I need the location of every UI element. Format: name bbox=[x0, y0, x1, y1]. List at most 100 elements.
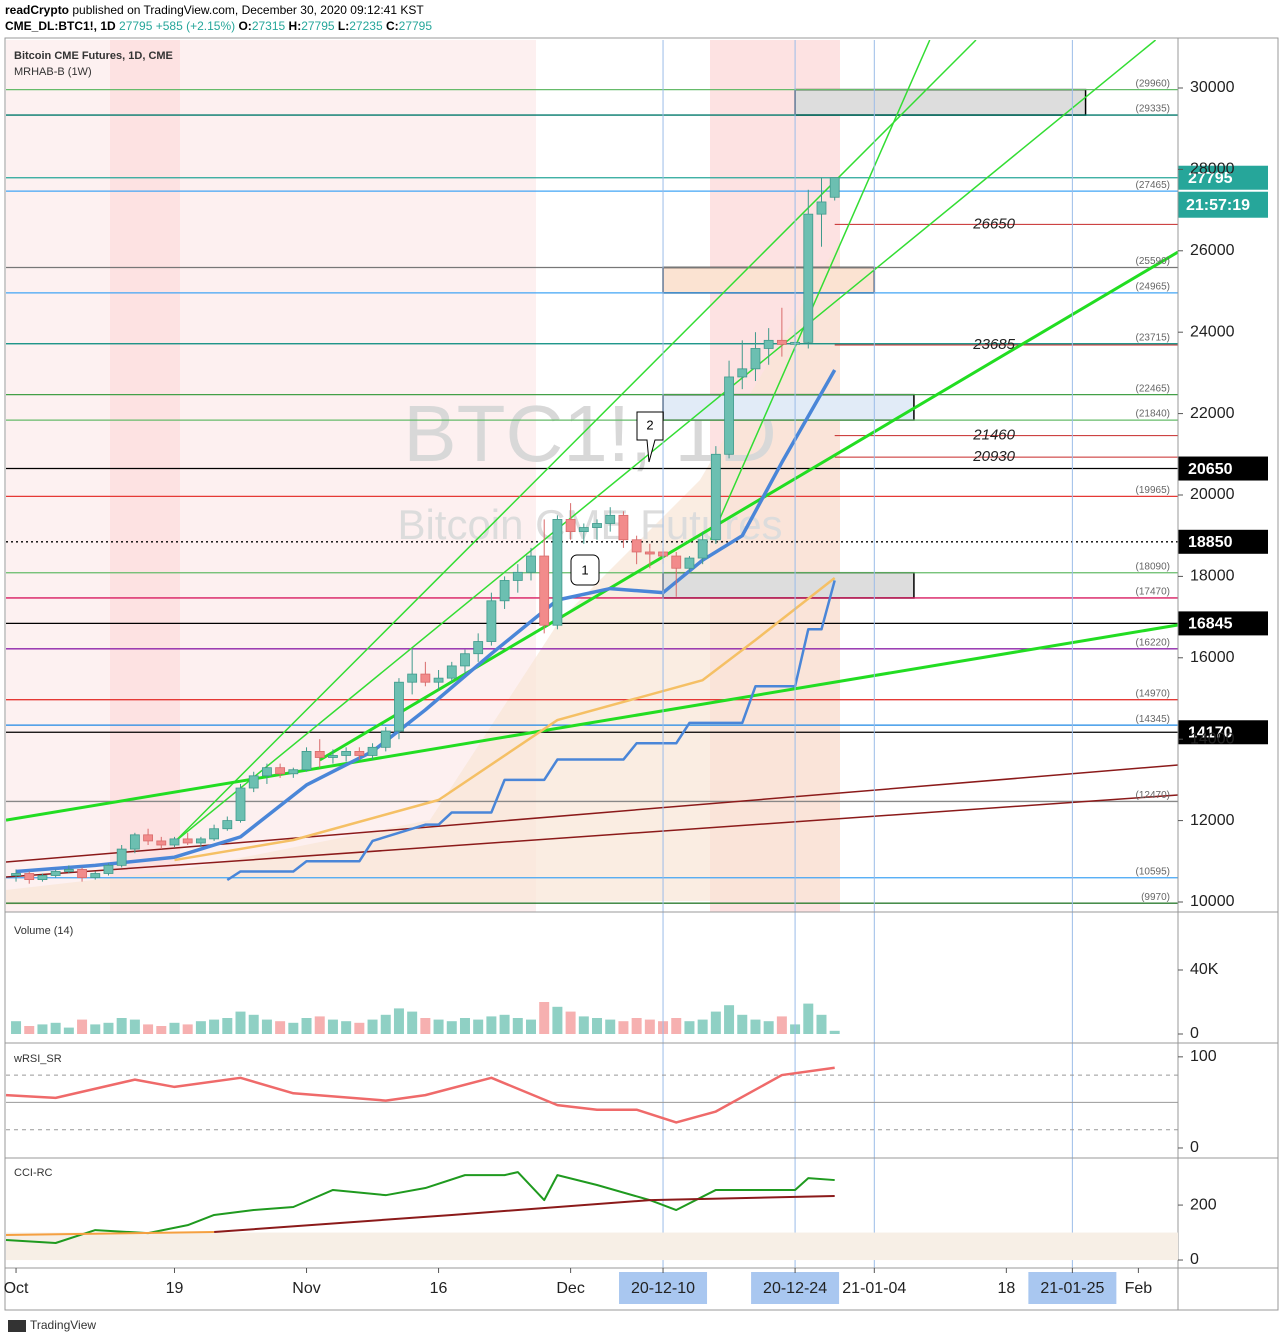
candle-body bbox=[460, 653, 470, 667]
candle-body bbox=[763, 339, 774, 349]
c-value: 27795 bbox=[399, 19, 433, 33]
zone bbox=[662, 266, 876, 294]
candle-body bbox=[77, 869, 87, 878]
x-tick-label: Dec bbox=[556, 1280, 584, 1297]
envelope bbox=[6, 240, 840, 905]
price-label: 20650 bbox=[1188, 461, 1233, 478]
y-tick-label: 100 bbox=[1190, 1048, 1217, 1065]
candle-body bbox=[592, 523, 602, 528]
volume-bar bbox=[50, 1022, 61, 1034]
candle-body bbox=[671, 555, 682, 569]
trend-line bbox=[173, 40, 977, 843]
candle-body bbox=[803, 213, 814, 343]
volume-bar bbox=[816, 1014, 827, 1034]
candle-body bbox=[275, 767, 286, 775]
candle-body bbox=[816, 201, 827, 215]
candle-body bbox=[565, 519, 576, 533]
y-tick-label: 12000 bbox=[1190, 812, 1235, 829]
moving-average bbox=[226, 580, 836, 882]
candle-body bbox=[235, 787, 246, 821]
h-value: 27795 bbox=[301, 19, 335, 33]
volume-bar bbox=[671, 1018, 682, 1034]
candle-body bbox=[697, 539, 708, 559]
y-tick-label: 10000 bbox=[1190, 893, 1235, 910]
volume-bar bbox=[592, 1018, 603, 1034]
panel-title: Volume (14) bbox=[14, 925, 73, 937]
brand-icon bbox=[8, 1320, 26, 1332]
candle-body bbox=[90, 873, 101, 878]
candle-body bbox=[63, 869, 74, 872]
axes: (29960) (29335) (27465) (25590) (24965) (2371… bbox=[4, 38, 1278, 1310]
candle-body bbox=[776, 339, 787, 345]
volume-bar bbox=[737, 1014, 748, 1034]
volume-bar bbox=[63, 1027, 74, 1034]
volume-bar bbox=[367, 1019, 378, 1034]
candle-body bbox=[499, 580, 510, 602]
price-label-bg bbox=[1178, 611, 1268, 636]
zone bbox=[662, 571, 915, 599]
level-label: (14970) bbox=[1136, 688, 1170, 699]
panel-title: CCI-RC bbox=[14, 1167, 53, 1179]
published: published on TradingView.com, December 3… bbox=[72, 3, 424, 17]
volume-bar bbox=[578, 1016, 589, 1034]
price-label: 14170 bbox=[1188, 724, 1233, 741]
volume-bar bbox=[261, 1019, 272, 1034]
candle-body bbox=[209, 828, 219, 840]
level-label: (9970) bbox=[1141, 892, 1170, 903]
y-tick-label: 26000 bbox=[1190, 242, 1235, 259]
volume-bar bbox=[288, 1022, 299, 1034]
volume-bar bbox=[539, 1002, 550, 1034]
candle-body bbox=[433, 677, 444, 683]
volume-bar bbox=[446, 1021, 457, 1034]
level-label: (24965) bbox=[1136, 282, 1170, 293]
symbol: CME_DL:BTC1!, 1D bbox=[5, 19, 116, 33]
candle-body bbox=[512, 571, 523, 581]
volume-bar bbox=[143, 1024, 154, 1034]
level-label: (14345) bbox=[1136, 714, 1170, 725]
level-label: (22465) bbox=[1136, 383, 1170, 394]
y-tick-label: 16000 bbox=[1190, 649, 1235, 666]
candle-body bbox=[328, 755, 338, 758]
volume-bar bbox=[314, 1016, 325, 1034]
candle-body bbox=[301, 750, 312, 771]
volume-bar bbox=[750, 1019, 761, 1034]
candle-body bbox=[539, 555, 550, 626]
volume-bar bbox=[486, 1016, 497, 1034]
trend-line bbox=[709, 40, 931, 541]
volume-bar bbox=[169, 1022, 180, 1034]
candle-body bbox=[420, 673, 431, 683]
trend-line bbox=[6, 794, 1178, 878]
chart-title: Bitcoin CME Futures, 1D, CME bbox=[14, 50, 173, 62]
main-plot bbox=[6, 40, 1178, 904]
volume-bar bbox=[697, 1019, 708, 1034]
price-label-bg bbox=[1178, 165, 1268, 190]
x-tick-label: Oct bbox=[4, 1280, 29, 1297]
volume-bar bbox=[11, 1021, 22, 1034]
cci-line bbox=[5, 1171, 835, 1244]
o-label: O: bbox=[238, 19, 251, 33]
volume-bar bbox=[433, 1019, 444, 1034]
volume-bar bbox=[182, 1024, 193, 1034]
candle-body bbox=[367, 746, 378, 756]
volume-bar bbox=[499, 1014, 510, 1034]
volume-bar bbox=[90, 1024, 101, 1034]
h-label: H: bbox=[289, 19, 302, 33]
x-tick-label: Nov bbox=[292, 1280, 320, 1297]
y-tick-label: 18000 bbox=[1190, 568, 1235, 585]
y-tick-label: 0 bbox=[1190, 1139, 1199, 1156]
volume-bar bbox=[341, 1021, 352, 1034]
candle-body bbox=[750, 348, 761, 370]
candle-body bbox=[169, 838, 180, 846]
volume-bar bbox=[116, 1018, 127, 1034]
volume-bar bbox=[248, 1014, 259, 1034]
candle-body bbox=[394, 681, 404, 732]
candle-body bbox=[103, 864, 114, 874]
volume-plot bbox=[11, 1002, 840, 1034]
candle-body bbox=[248, 775, 259, 789]
volume-bar bbox=[77, 1019, 88, 1034]
price-label-bg bbox=[1178, 529, 1268, 554]
candle-body bbox=[24, 873, 35, 881]
candle-body bbox=[288, 769, 299, 775]
candle-body bbox=[407, 673, 418, 683]
